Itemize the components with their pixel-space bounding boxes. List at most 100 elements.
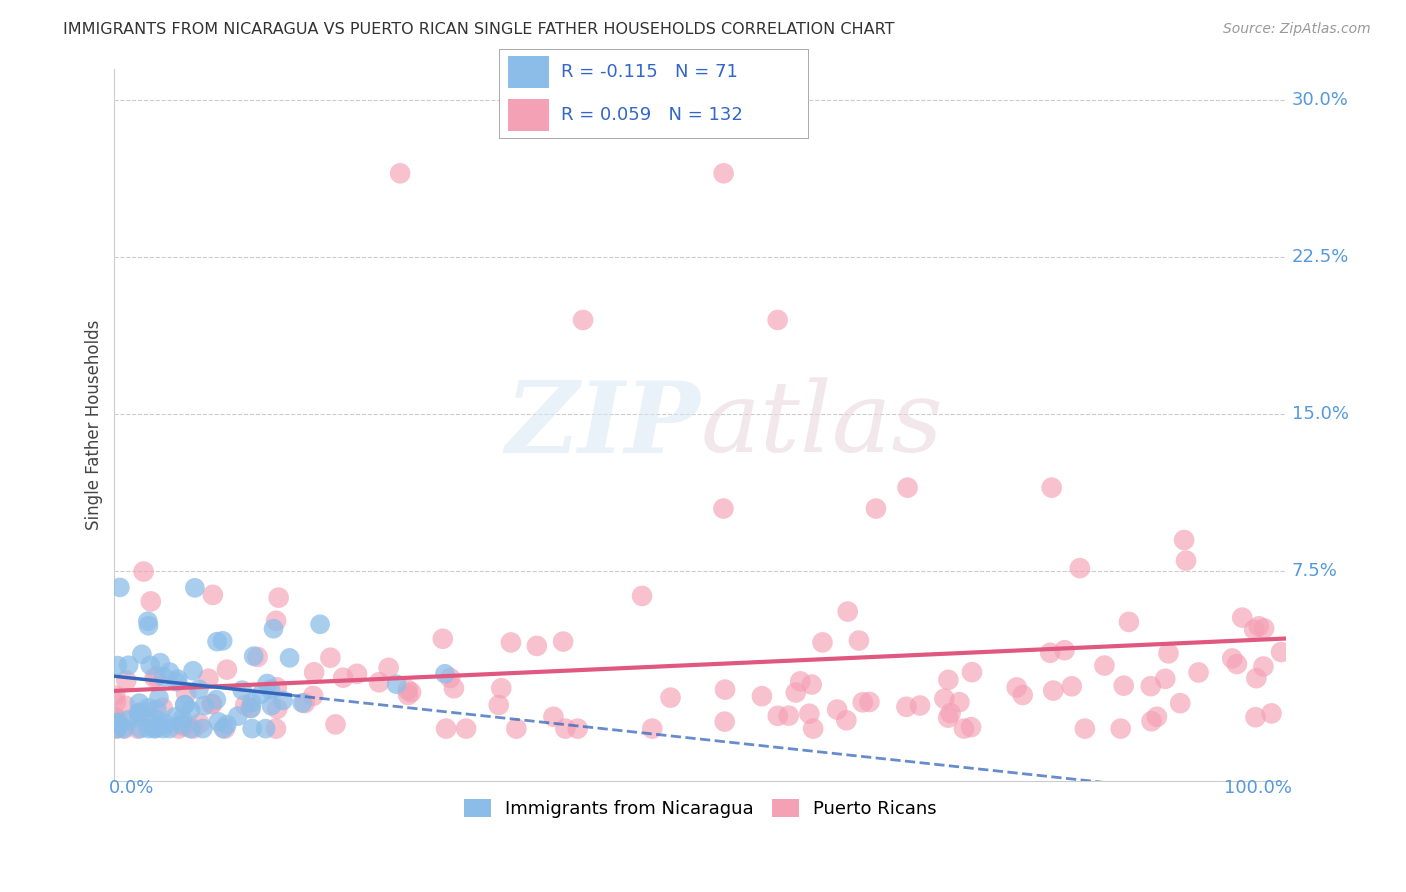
Point (960, 665, 983, 680)
Point (173, 698, 195, 712)
Point (163, 710, 186, 724)
Point (1094, 658, 1116, 673)
Point (172, 719, 194, 733)
Point (278, 651, 301, 665)
Point (215, 663, 238, 677)
Point (432, 632, 454, 646)
Point (114, 698, 136, 713)
Point (1232, 610, 1254, 624)
Point (1042, 683, 1064, 698)
Point (543, 710, 565, 724)
Point (105, 716, 128, 731)
Point (399, 685, 422, 699)
Point (159, 665, 181, 679)
Point (138, 722, 160, 736)
Point (146, 703, 169, 717)
Point (191, 722, 214, 736)
Point (254, 722, 277, 736)
Point (505, 722, 527, 736)
Point (259, 682, 281, 697)
Point (135, 705, 157, 719)
Point (104, 695, 127, 709)
Point (1246, 671, 1268, 685)
Point (143, 722, 166, 736)
Point (1247, 619, 1270, 633)
Point (266, 680, 288, 694)
Point (145, 722, 167, 736)
Point (433, 666, 456, 681)
Point (858, 695, 880, 709)
Point (145, 713, 167, 727)
Point (105, 715, 128, 730)
Text: IMMIGRANTS FROM NICARAGUA VS PUERTO RICAN SINGLE FATHER HOUSEHOLDS CORRELATION C: IMMIGRANTS FROM NICARAGUA VS PUERTO RICA… (63, 22, 894, 37)
Point (105, 658, 128, 673)
Point (319, 650, 342, 665)
Point (193, 698, 215, 713)
Point (117, 658, 139, 673)
Point (240, 701, 263, 715)
Point (264, 722, 287, 736)
Point (801, 722, 824, 736)
Point (197, 672, 219, 686)
Point (332, 671, 354, 685)
Point (104, 722, 127, 736)
Point (938, 673, 960, 687)
Point (212, 722, 235, 736)
Bar (509, 99, 548, 131)
Point (205, 692, 228, 706)
Point (1226, 657, 1249, 671)
Point (1040, 481, 1063, 495)
Point (181, 722, 204, 736)
Point (631, 589, 654, 603)
Point (439, 671, 461, 685)
Point (201, 588, 224, 602)
Point (240, 696, 263, 710)
Point (166, 674, 188, 689)
Point (266, 702, 288, 716)
Point (242, 649, 264, 664)
Point (896, 699, 918, 714)
Point (443, 681, 465, 696)
Point (766, 708, 789, 723)
Legend: Immigrants from Nicaragua, Puerto Ricans: Immigrants from Nicaragua, Puerto Ricans (457, 791, 943, 825)
Point (1175, 553, 1198, 567)
Point (112, 722, 135, 736)
Point (167, 672, 190, 686)
Point (291, 696, 314, 710)
Point (785, 685, 807, 699)
Point (103, 709, 125, 723)
Point (309, 617, 332, 632)
Point (799, 706, 821, 721)
Point (131, 647, 153, 661)
Point (751, 689, 773, 703)
Point (346, 666, 368, 681)
Point (108, 718, 131, 732)
Point (187, 682, 209, 697)
Point (385, 677, 408, 691)
Point (1146, 710, 1168, 724)
Point (264, 614, 287, 628)
Point (800, 677, 823, 691)
Point (491, 681, 513, 696)
Text: 7.5%: 7.5% (1292, 563, 1337, 581)
Point (1011, 688, 1033, 702)
Point (226, 709, 249, 723)
Point (180, 722, 202, 736)
Point (181, 664, 204, 678)
Point (129, 722, 152, 736)
Point (128, 710, 150, 724)
Text: ZIP: ZIP (505, 376, 700, 473)
Point (267, 591, 290, 605)
Point (152, 670, 174, 684)
Point (1053, 643, 1076, 657)
Point (139, 658, 162, 673)
Point (211, 633, 233, 648)
Point (1253, 621, 1275, 635)
Point (837, 605, 859, 619)
Text: 0.0%: 0.0% (108, 779, 153, 797)
Point (167, 722, 190, 736)
Point (173, 698, 195, 712)
Point (939, 706, 962, 721)
Point (714, 682, 737, 697)
Point (1005, 681, 1028, 695)
